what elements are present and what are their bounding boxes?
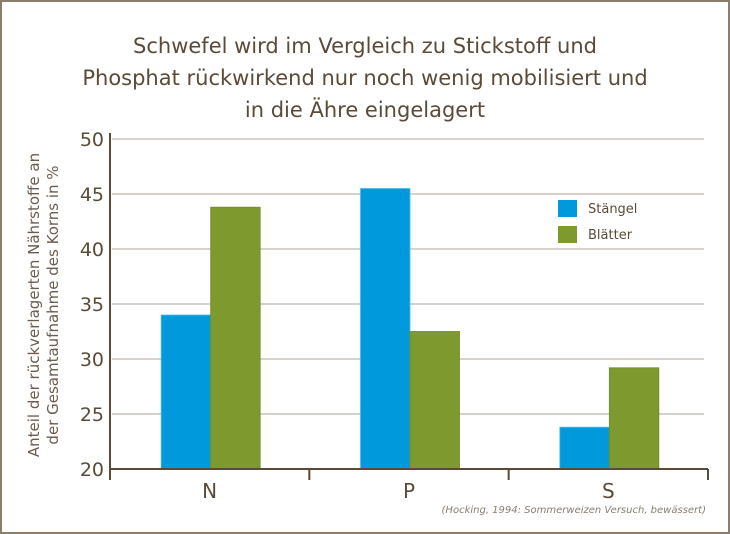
bar-S-Blätter xyxy=(608,367,660,470)
x-tick-label-N: N xyxy=(202,479,217,503)
y-tick-label-45: 45 xyxy=(80,184,104,206)
chart-title: Schwefel wird im Vergleich zu Stickstoff… xyxy=(0,30,730,126)
bar-N-Blätter xyxy=(210,206,261,470)
bar-N-Stängel xyxy=(160,314,212,470)
legend-label-1: Blätter xyxy=(588,228,633,243)
chart-title-line-3: in die Ähre eingelagert xyxy=(244,98,486,122)
chart-title-line-2: Phosphat rückwirkend nur noch wenig mobi… xyxy=(82,66,648,90)
bar-P-Blätter xyxy=(409,331,460,470)
y-tick-label-20: 20 xyxy=(80,459,104,481)
x-tick-label-P: P xyxy=(403,479,415,503)
legend-label-0: Stängel xyxy=(588,202,637,217)
bar-P-Stängel xyxy=(360,188,411,470)
source-note: (Hocking, 1994: Sommerweizen Versuch, be… xyxy=(441,505,706,516)
chart-title-line-1: Schwefel wird im Vergleich zu Stickstoff… xyxy=(133,34,597,58)
y-tick-label-25: 25 xyxy=(80,404,104,426)
legend-swatch-1 xyxy=(558,226,577,243)
legend-swatch-0 xyxy=(558,200,577,217)
y-tick-label-50: 50 xyxy=(80,129,104,151)
bar-S-Stängel xyxy=(559,426,610,470)
y-tick-label-40: 40 xyxy=(80,239,104,261)
y-tick-label-30: 30 xyxy=(80,349,104,371)
x-tick-label-S: S xyxy=(602,479,615,503)
y-tick-label-35: 35 xyxy=(80,294,104,316)
